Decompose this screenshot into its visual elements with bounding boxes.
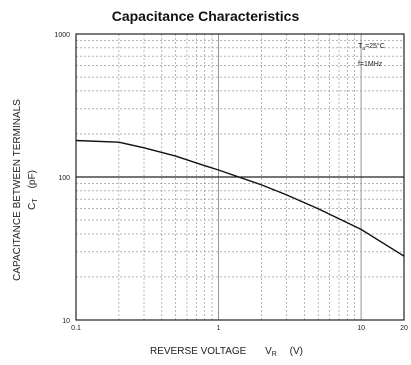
plot-frame-rect <box>75 33 405 321</box>
chart-title: Capacitance Characteristics <box>111 8 300 24</box>
series-layer <box>75 139 405 257</box>
y-axis-label-group: CAPACITANCE BETWEEN TERMINALS CT(pF) <box>12 99 39 281</box>
x-tick-label: 20 <box>400 325 408 332</box>
y-tick-label: 10 <box>62 318 70 325</box>
annotation-frequency: f=1MHz <box>358 61 383 68</box>
x-tick-label: 0.1 <box>71 325 81 332</box>
plot-frame <box>75 33 405 321</box>
x-axis-label: REVERSE VOLTAGE VR (V) <box>150 346 303 359</box>
y-axis-symbol: CT(pF) <box>27 170 39 210</box>
y-tick-label: 1000 <box>54 32 70 39</box>
x-tick-label: 10 <box>357 325 365 332</box>
tick-labels: 0.1 1 10 20 10 100 1000 <box>54 32 408 332</box>
grid-lines <box>76 34 404 320</box>
series-line-0 <box>75 139 405 257</box>
x-tick-label: 1 <box>217 325 221 332</box>
annotation-temperature: Ta=25°C <box>358 42 385 52</box>
y-axis-label: CAPACITANCE BETWEEN TERMINALS <box>12 99 23 281</box>
y-tick-label: 100 <box>58 175 70 182</box>
